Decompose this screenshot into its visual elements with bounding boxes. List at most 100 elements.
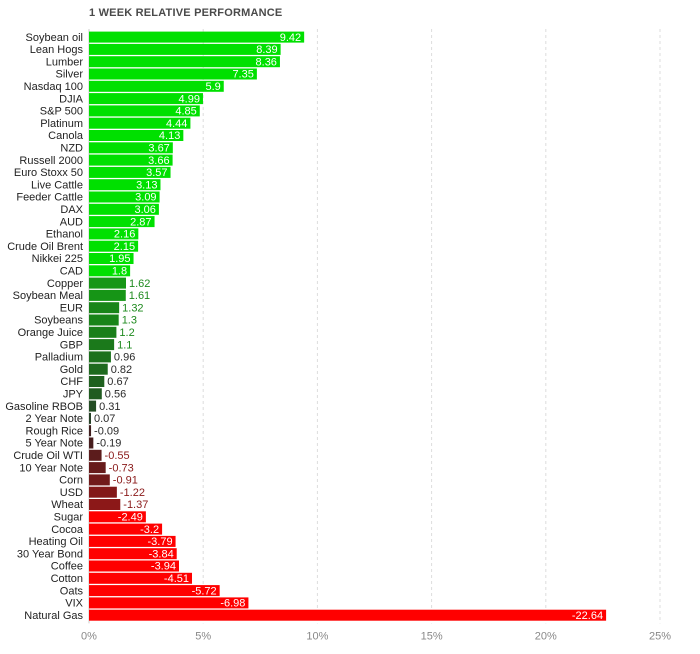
category-label: 2 Year Note [26, 413, 84, 425]
value-label: 1.3 [122, 315, 137, 327]
value-label: 0.07 [94, 413, 115, 425]
category-label: Coffee [51, 561, 83, 573]
category-label: Lean Hogs [30, 44, 84, 56]
bar [89, 548, 177, 560]
value-label: 3.67 [148, 143, 169, 155]
value-label: 1.61 [129, 290, 150, 302]
bar [89, 535, 176, 547]
category-label: 5 Year Note [26, 438, 84, 450]
category-label: Nasdaq 100 [24, 81, 83, 93]
category-label: NZD [60, 143, 83, 155]
value-label: 0.56 [105, 389, 126, 401]
x-tick-label: 5% [195, 630, 211, 642]
value-label: 8.39 [256, 44, 277, 56]
category-label: DJIA [59, 93, 84, 105]
value-label: 1.62 [129, 278, 150, 290]
category-label: Ethanol [46, 229, 83, 241]
category-label: CHF [60, 376, 83, 388]
bar [89, 597, 249, 609]
value-label: -4.51 [164, 573, 189, 585]
bar [89, 289, 126, 301]
x-tick-label: 15% [421, 630, 443, 642]
value-label: 1.2 [119, 327, 134, 339]
bar [89, 572, 193, 584]
value-label: 0.82 [111, 364, 132, 376]
category-label: Cocoa [51, 524, 84, 536]
value-label: -0.55 [105, 450, 130, 462]
category-label: JPY [63, 389, 84, 401]
value-label: -6.98 [220, 598, 245, 610]
value-label: 1.8 [112, 266, 127, 278]
category-label: Gold [60, 364, 83, 376]
bar [89, 228, 139, 240]
value-label: -2.49 [118, 512, 143, 524]
value-label: 9.42 [280, 32, 301, 44]
value-label: -3.79 [147, 536, 172, 548]
category-label: Feeder Cattle [16, 192, 83, 204]
category-label: Sugar [54, 512, 84, 524]
x-axis-ticks: 0% 5% 10% 15% 20% 25% [81, 630, 671, 642]
x-tick-label: 10% [306, 630, 328, 642]
bar [89, 585, 220, 597]
value-label: -0.73 [109, 462, 134, 474]
bar [89, 166, 171, 178]
bar [89, 376, 105, 387]
value-label: -0.19 [96, 438, 121, 450]
category-label: Euro Stoxx 50 [14, 167, 83, 179]
bar [89, 363, 108, 375]
bar [89, 523, 163, 535]
x-tick-label: 0% [81, 630, 97, 642]
value-label: 3.66 [148, 155, 169, 167]
value-label: 0.67 [107, 376, 128, 388]
value-label: 5.9 [205, 81, 220, 93]
bar [89, 216, 155, 228]
bar [89, 474, 110, 486]
bar [89, 462, 106, 474]
category-label: 10 Year Note [19, 462, 83, 474]
category-label: GBP [60, 339, 83, 351]
bar [89, 400, 97, 412]
category-label: Soybean Meal [13, 290, 83, 302]
category-label: Cotton [51, 573, 83, 585]
bar [89, 511, 146, 523]
bar [89, 179, 161, 191]
category-label: S&P 500 [40, 106, 83, 118]
value-label: 3.13 [136, 179, 157, 191]
bar [89, 130, 184, 141]
bar [89, 191, 160, 203]
value-label: 2.16 [114, 229, 135, 241]
category-label: Crude Oil Brent [7, 241, 83, 253]
value-label: 3.06 [134, 204, 155, 216]
category-label: Copper [47, 278, 83, 290]
value-label: 2.87 [130, 216, 151, 228]
bars [89, 31, 607, 621]
bar [89, 265, 131, 277]
value-label: 1.1 [117, 339, 132, 351]
bar [89, 154, 173, 166]
bar [89, 56, 280, 68]
category-label: Canola [48, 130, 84, 142]
category-label: Orange Juice [18, 327, 83, 339]
value-label: -1.22 [120, 487, 145, 499]
value-label: -22.64 [572, 610, 603, 622]
category-label: Gasoline RBOB [5, 401, 83, 413]
value-label: 8.36 [256, 56, 277, 68]
category-label: Lumber [46, 56, 84, 68]
value-label: -5.72 [192, 585, 217, 597]
bar [89, 93, 203, 105]
bar [89, 326, 117, 338]
category-label: Silver [55, 69, 83, 81]
bar [89, 499, 121, 510]
value-label: 1.95 [109, 253, 130, 265]
bar [89, 203, 159, 215]
bar [89, 339, 115, 351]
chart-title: 1 WEEK RELATIVE PERFORMANCE [89, 7, 283, 19]
bar [89, 302, 120, 314]
category-label: Wheat [51, 499, 83, 511]
category-label: Rough Rice [26, 425, 83, 437]
bar [89, 351, 111, 363]
value-label: 7.35 [232, 69, 253, 81]
value-label: 3.09 [135, 192, 156, 204]
